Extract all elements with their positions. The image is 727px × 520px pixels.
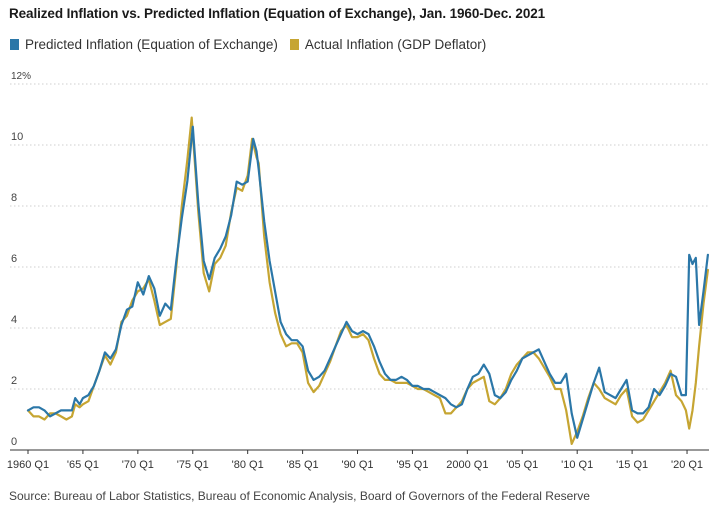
x-tick-label: '15 Q1 xyxy=(616,459,648,471)
y-tick-label: 2 xyxy=(11,375,17,387)
series-line-actual xyxy=(26,116,709,445)
x-tick-label: 2000 Q1 xyxy=(446,459,488,471)
x-tick-label: '75 Q1 xyxy=(177,459,209,471)
x-tick-label: '65 Q1 xyxy=(67,459,99,471)
legend-swatch-predicted xyxy=(10,39,19,50)
x-tick-label: '95 Q1 xyxy=(396,459,428,471)
x-tick-label: '70 Q1 xyxy=(122,459,154,471)
x-tick-label: '10 Q1 xyxy=(561,459,593,471)
y-tick-label: 0 xyxy=(11,436,17,448)
legend-item-actual: Actual Inflation (GDP Deflator) xyxy=(289,37,487,52)
y-tick-label: 8 xyxy=(11,192,17,204)
x-tick-label: 1960 Q1 xyxy=(7,459,49,471)
series-line-predicted xyxy=(26,125,709,439)
legend-label-actual: Actual Inflation (GDP Deflator) xyxy=(304,37,487,52)
legend-label-predicted: Predicted Inflation (Equation of Exchang… xyxy=(25,37,278,52)
x-tick-label: '80 Q1 xyxy=(232,459,264,471)
legend-item-predicted: Predicted Inflation (Equation of Exchang… xyxy=(10,37,278,52)
legend-swatch-actual xyxy=(289,39,299,50)
y-tick-label: 10 xyxy=(11,131,23,143)
x-tick-label: '85 Q1 xyxy=(287,459,319,471)
chart-title: Realized Inflation vs. Predicted Inflati… xyxy=(9,6,546,21)
y-tick-label: 4 xyxy=(11,314,17,326)
y-tick-label: 6 xyxy=(11,253,17,265)
x-tick-label: '20 Q1 xyxy=(671,459,703,471)
source-note: Source: Bureau of Labor Statistics, Bure… xyxy=(9,489,590,503)
y-tick-label: 12% xyxy=(11,71,31,82)
legend: Predicted Inflation (Equation of Exchang… xyxy=(10,37,498,52)
x-tick-label: '05 Q1 xyxy=(506,459,538,471)
x-tick-label: '90 Q1 xyxy=(341,459,373,471)
